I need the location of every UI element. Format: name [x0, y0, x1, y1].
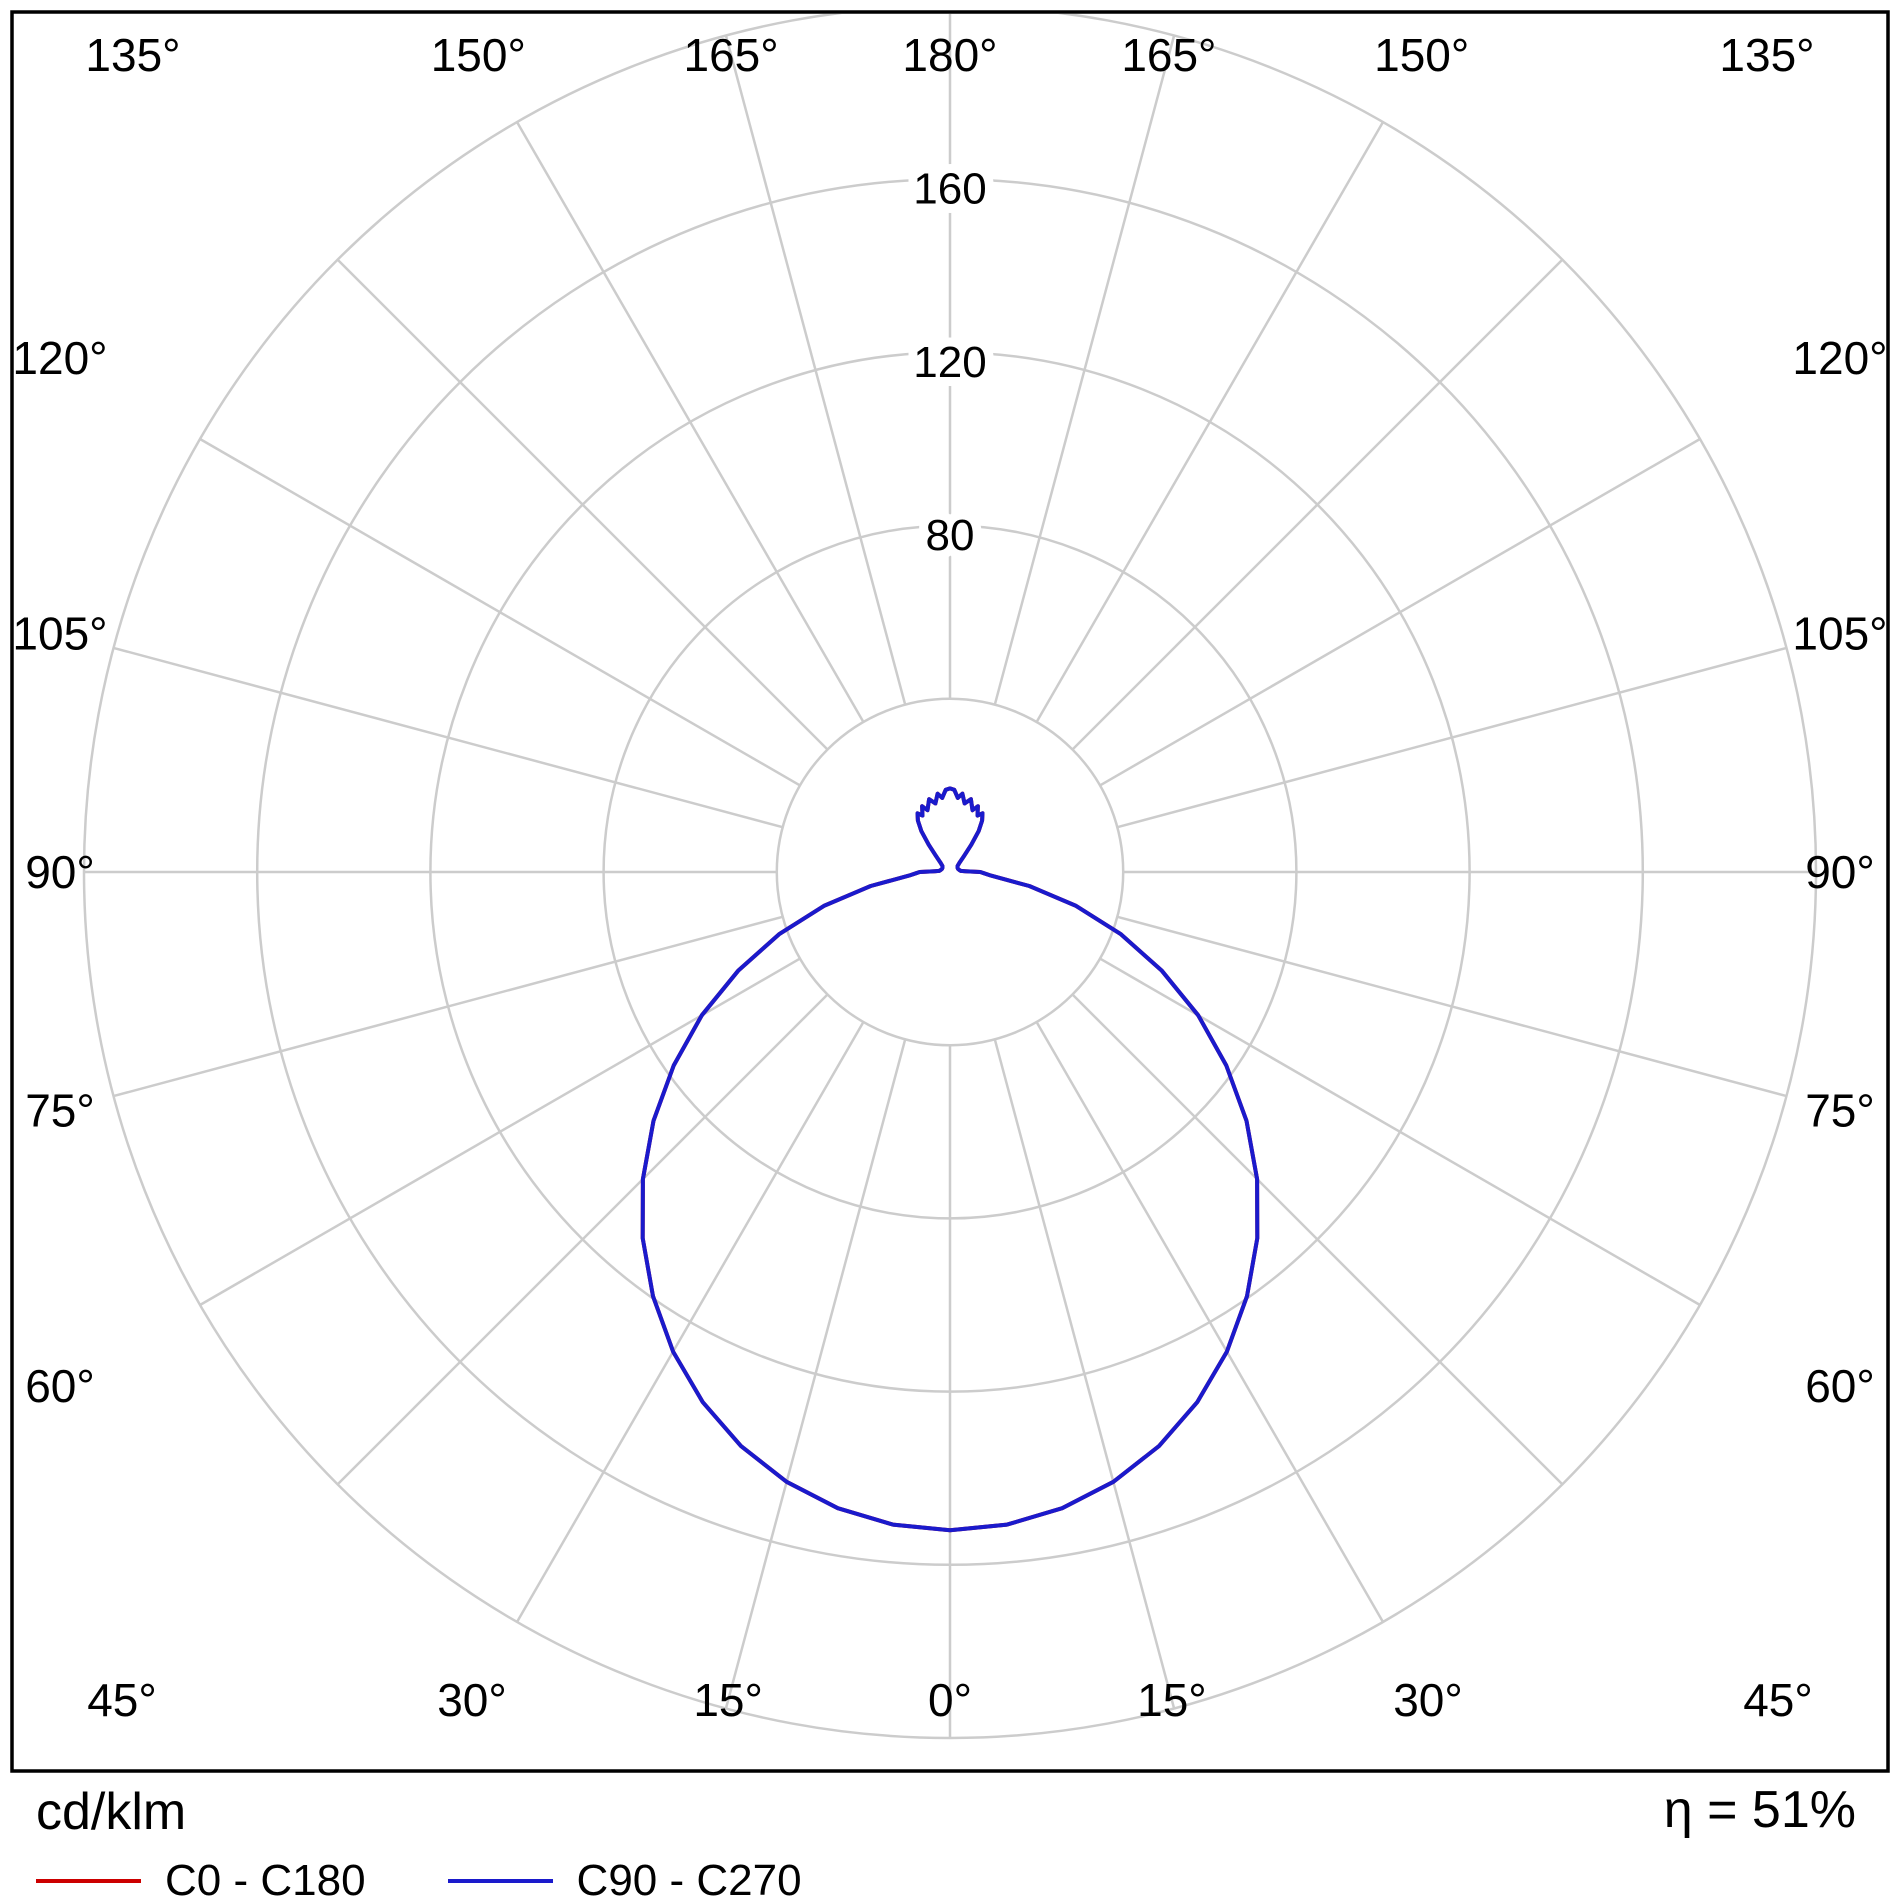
angle-label: 135° [1719, 29, 1814, 81]
legend-line-blue [447, 1879, 553, 1883]
grid-spoke [993, 35, 1176, 706]
grid-spoke [1116, 646, 1787, 829]
grid-spoke [1099, 437, 1701, 787]
efficiency-label: η = 51% [1663, 1781, 1856, 1839]
angle-label: 30° [437, 1674, 507, 1726]
angle-label: 135° [85, 29, 180, 81]
legend: C0 - C180 C90 - C270 [36, 1856, 802, 1900]
angle-label: 90° [1805, 846, 1875, 898]
grid-spoke [113, 646, 784, 829]
ring-label: 120 [913, 338, 986, 387]
legend-label-c0-c180: C0 - C180 [165, 1856, 366, 1900]
angle-label: 180° [902, 29, 997, 81]
angle-label: 165° [1121, 29, 1216, 81]
grid-spoke [336, 258, 829, 751]
grid-spoke [199, 437, 801, 787]
grid-spoke [113, 915, 784, 1098]
angle-label: 15° [1137, 1674, 1207, 1726]
plot-area: 80 120 160 [83, 14, 1817, 1739]
grid-spoke [1071, 993, 1564, 1486]
angle-label: 30° [1393, 1674, 1463, 1726]
chart-border [10, 10, 1890, 1773]
grid-spoke [336, 993, 829, 1486]
legend-label-c90-c270: C90 - C270 [576, 1856, 802, 1900]
angle-label: 45° [87, 1674, 157, 1726]
angle-label: 90° [25, 846, 95, 898]
grid-spoke [1071, 258, 1564, 751]
angle-label: 120° [12, 332, 107, 384]
unit-label: cd/klm [36, 1783, 187, 1841]
grid-spoke [1035, 1021, 1385, 1623]
grid-spoke [993, 1038, 1176, 1709]
grid-spoke [1116, 915, 1787, 1098]
angle-label: 75° [1805, 1085, 1875, 1137]
angle-label: 105° [1792, 608, 1887, 660]
angle-label: 120° [1792, 332, 1887, 384]
ring-label: 160 [913, 165, 986, 214]
angle-label: 150° [1374, 29, 1469, 81]
angle-label: 60° [1805, 1360, 1875, 1412]
angle-label: 45° [1743, 1674, 1813, 1726]
angle-label: 105° [12, 608, 107, 660]
angle-label: 165° [684, 29, 779, 81]
angle-label: 75° [25, 1085, 95, 1137]
legend-line-red [36, 1879, 141, 1883]
series-curve-c90-c270 [640, 786, 1260, 1533]
ring-label: 80 [926, 511, 975, 560]
angle-label: 0° [928, 1674, 972, 1726]
grid-spoke [724, 35, 907, 706]
angle-label: 150° [431, 29, 526, 81]
polar-chart: 80 120 160 0° 15° 15° 30° 30° 45° 45° 60° 60° 75° 75°… [10, 10, 1890, 1773]
grid-ring [775, 697, 1125, 1047]
grid-spoke [515, 1021, 865, 1623]
grid-spoke [199, 957, 801, 1307]
grid-spoke [515, 121, 865, 723]
legend-item-c0-c180: C0 - C180 [36, 1856, 366, 1900]
angle-label: 60° [25, 1360, 95, 1412]
grid-spoke [1099, 957, 1701, 1307]
angle-label: 15° [693, 1674, 763, 1726]
legend-item-c90-c270: C90 - C270 [447, 1856, 802, 1900]
grid-spoke [724, 1038, 907, 1709]
grid-spoke [1035, 121, 1385, 723]
